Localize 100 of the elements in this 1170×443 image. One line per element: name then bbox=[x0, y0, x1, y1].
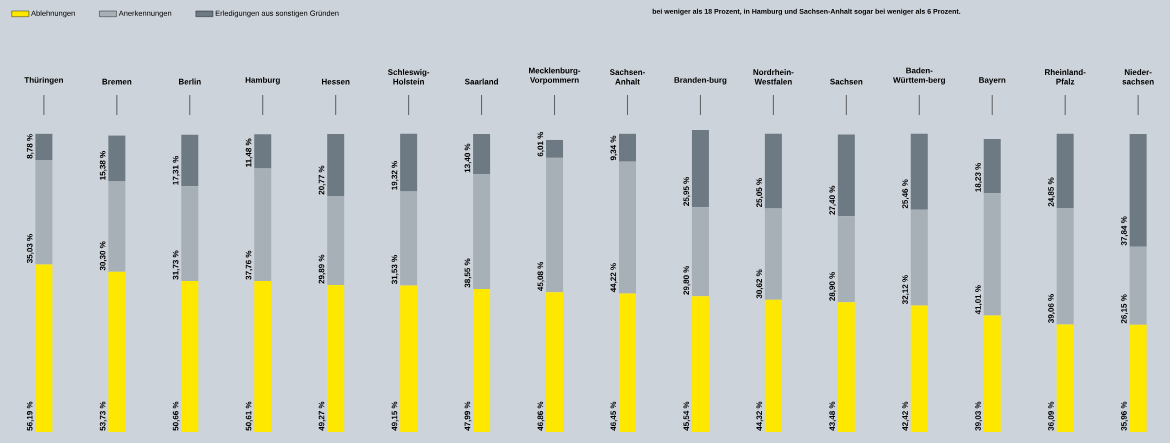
x-tick-label: Mecklenburg-Vorpommern bbox=[529, 67, 581, 85]
bar bbox=[473, 134, 491, 174]
bar bbox=[618, 133, 636, 162]
data-label: 25,05 % bbox=[756, 178, 764, 208]
data-label: 28,90 % bbox=[829, 272, 837, 301]
bar bbox=[181, 280, 199, 432]
data-label: 30,30 % bbox=[99, 241, 107, 271]
x-tick-label: Baden-Württem-berg bbox=[893, 67, 945, 85]
x-tick-label: Hessen bbox=[321, 78, 350, 85]
data-label: 8,78 % bbox=[26, 134, 34, 159]
bar bbox=[910, 305, 928, 432]
bar bbox=[691, 207, 709, 297]
bar bbox=[1056, 133, 1074, 208]
data-label: 29,80 % bbox=[683, 265, 691, 295]
data-label: 11,48 % bbox=[245, 138, 253, 167]
data-label: 26,15 % bbox=[1121, 294, 1128, 324]
data-label: 46,45 % bbox=[610, 401, 618, 431]
bar bbox=[618, 293, 636, 432]
data-label: 44,22 % bbox=[610, 263, 618, 293]
bar bbox=[691, 296, 709, 432]
data-label: 49,27 % bbox=[318, 401, 326, 431]
bar bbox=[764, 208, 782, 300]
bar bbox=[837, 302, 855, 432]
bar bbox=[1129, 133, 1147, 247]
x-tick-label: Bremen bbox=[102, 78, 132, 85]
x-tick-label: Rheinland-Pfalz bbox=[1045, 69, 1086, 85]
data-label: 49,15 % bbox=[391, 401, 399, 431]
data-label: 56,19 % bbox=[26, 401, 34, 431]
data-label: 45,08 % bbox=[537, 261, 545, 291]
bar bbox=[327, 195, 345, 286]
data-label: 50,61 % bbox=[245, 401, 253, 431]
data-label: 31,73 % bbox=[172, 250, 180, 280]
data-label: 30,62 % bbox=[756, 269, 764, 299]
data-label: 15,38 % bbox=[99, 151, 107, 180]
bar bbox=[108, 181, 126, 272]
x-tick-label: Bayern bbox=[979, 77, 1006, 85]
data-label: 25,46 % bbox=[902, 179, 910, 209]
bar bbox=[35, 133, 53, 161]
data-label: 39,03 % bbox=[975, 401, 983, 431]
data-label: 29,89 % bbox=[318, 254, 326, 284]
data-label: 37,84 % bbox=[1121, 216, 1128, 246]
bar bbox=[181, 134, 199, 187]
bar bbox=[546, 292, 564, 432]
data-label: 35,03 % bbox=[26, 234, 34, 264]
bar bbox=[910, 209, 928, 306]
data-label: 45,54 % bbox=[683, 401, 691, 431]
bar bbox=[1056, 324, 1074, 432]
bar bbox=[473, 288, 491, 432]
data-label: 37,76 % bbox=[245, 250, 253, 280]
bar bbox=[983, 138, 1001, 194]
data-label: 20,77 % bbox=[318, 165, 326, 195]
data-label: 31,53 % bbox=[391, 255, 399, 285]
bar bbox=[546, 139, 564, 158]
data-label: 53,73 % bbox=[99, 401, 107, 431]
bar bbox=[1129, 324, 1147, 432]
data-label: 24,85 % bbox=[1048, 177, 1055, 207]
x-tick-label: Hamburg bbox=[245, 76, 280, 85]
data-label: 19,32 % bbox=[391, 161, 399, 190]
data-label: 41,01 % bbox=[975, 285, 983, 315]
data-label: 43,48 % bbox=[829, 401, 837, 431]
data-label: 9,34 % bbox=[610, 135, 618, 161]
bar bbox=[400, 285, 418, 432]
data-label: 47,99 % bbox=[464, 401, 472, 431]
x-tick-label: Schleswig-Holstein bbox=[387, 69, 430, 85]
data-label: 13,40 % bbox=[464, 143, 472, 173]
x-tick-label: Berlin bbox=[178, 78, 201, 85]
data-label: 50,66 % bbox=[172, 401, 180, 431]
bar bbox=[764, 133, 782, 209]
bar bbox=[910, 133, 928, 210]
bar bbox=[1129, 246, 1147, 325]
data-label: 42,42 % bbox=[902, 401, 910, 431]
data-label: 27,40 % bbox=[829, 185, 837, 215]
data-label: 36,09 % bbox=[1048, 401, 1055, 431]
data-label: 6,01 % bbox=[537, 131, 545, 157]
x-tick-label: Saarland bbox=[464, 78, 498, 85]
data-label: 17,31 % bbox=[172, 156, 180, 185]
bar bbox=[983, 193, 1001, 316]
data-label: 38,55 % bbox=[464, 258, 472, 288]
x-tick-label: Branden-burg bbox=[674, 76, 727, 85]
bar bbox=[254, 134, 272, 169]
bar bbox=[983, 315, 1001, 432]
bar bbox=[764, 299, 782, 432]
bar bbox=[546, 157, 564, 293]
bar bbox=[254, 168, 272, 282]
bar bbox=[108, 135, 126, 182]
bar bbox=[254, 281, 272, 432]
data-label: 25,95 % bbox=[683, 177, 691, 206]
x-tick-label: Sachsen bbox=[830, 78, 863, 85]
bar bbox=[837, 216, 855, 303]
bar bbox=[691, 129, 709, 208]
bar bbox=[35, 160, 53, 265]
bar bbox=[400, 191, 418, 286]
data-label: 18,23 % bbox=[975, 163, 983, 192]
bar bbox=[35, 264, 53, 432]
bar bbox=[108, 271, 126, 432]
bar bbox=[327, 134, 345, 196]
bar bbox=[181, 186, 199, 281]
bar bbox=[837, 134, 855, 217]
x-tick-label: Nordrhein-Westfalen bbox=[753, 69, 794, 85]
data-label: 35,96 % bbox=[1121, 401, 1128, 431]
